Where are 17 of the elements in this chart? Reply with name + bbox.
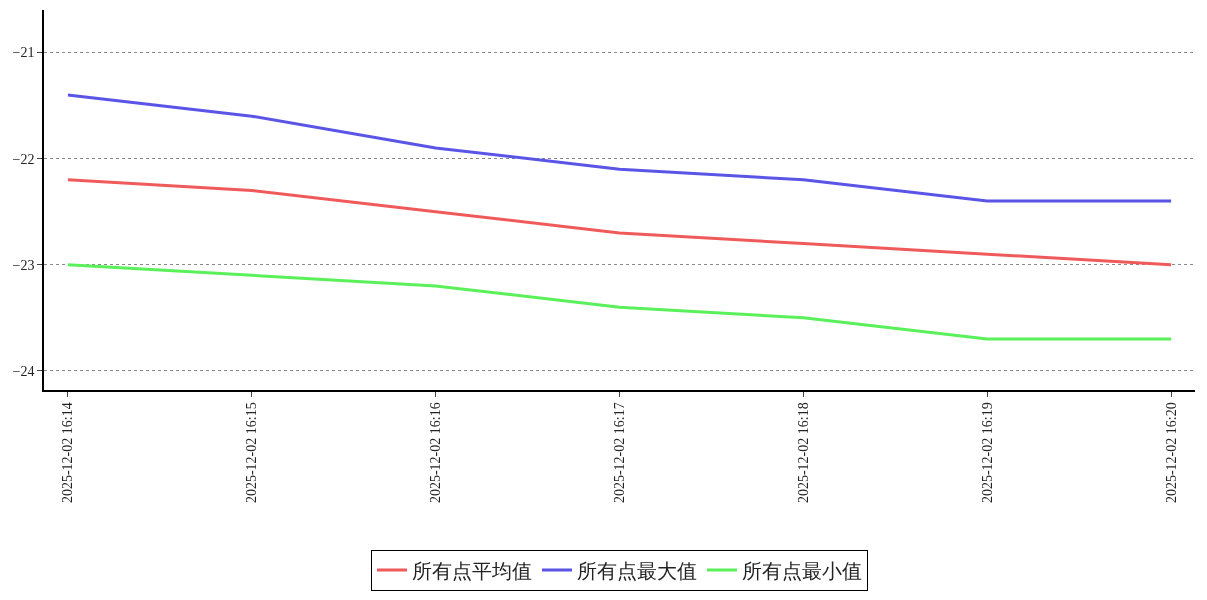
y-tick-label: −22	[12, 151, 35, 167]
x-tick-label: 2025-12-02 16:18	[795, 402, 811, 504]
x-tick-label: 2025-12-02 16:14	[60, 402, 76, 504]
legend-label: 所有点最大值	[577, 559, 697, 582]
x-tick-label: 2025-12-02 16:19	[979, 402, 995, 504]
y-tick-label: −24	[12, 363, 35, 379]
y-tick-label: −23	[12, 257, 35, 273]
legend-label: 所有点最小值	[742, 559, 862, 582]
y-tick-label: −21	[12, 45, 35, 61]
x-tick-label: 2025-12-02 16:15	[244, 402, 260, 504]
line-series	[66, 178, 1173, 267]
legend-label: 所有点平均值	[412, 559, 532, 582]
x-tick-label: 2025-12-02 16:20	[1163, 402, 1179, 504]
x-tick-label: 2025-12-02 16:16	[428, 402, 444, 504]
line-series	[66, 93, 1173, 203]
line-series	[66, 263, 1173, 341]
x-tick-label: 2025-12-02 16:17	[612, 402, 628, 504]
